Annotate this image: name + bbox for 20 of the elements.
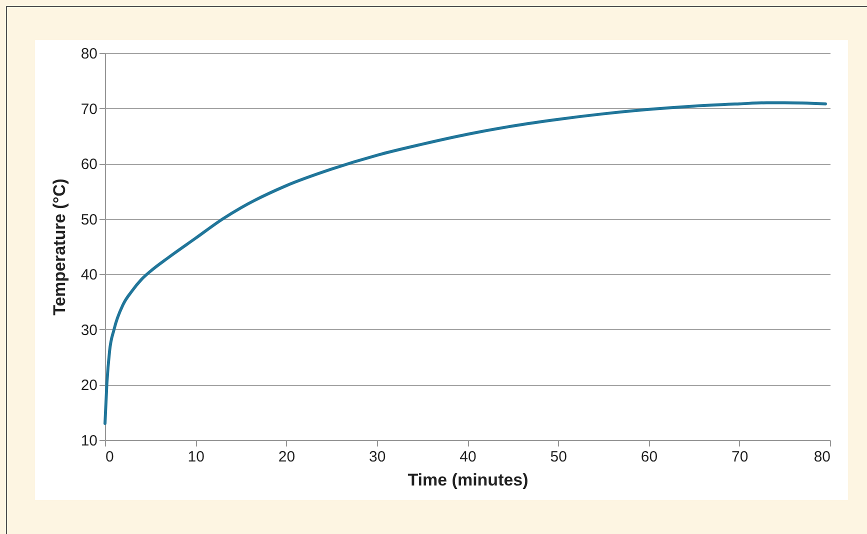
x-tick-label: 50 <box>550 448 567 466</box>
x-tick-label: 10 <box>188 448 204 466</box>
y-tick-label: 50 <box>80 211 98 228</box>
x-tick-label: 20 <box>278 448 296 466</box>
y-axis-title: Temperature (°C) <box>50 178 69 316</box>
x-tick-label: 30 <box>369 448 386 466</box>
x-tick-label: 80 <box>814 448 830 466</box>
y-tick-label: 10 <box>80 432 98 450</box>
y-tick-label: 40 <box>80 266 98 284</box>
x-axis-title: Time (minutes) <box>408 470 528 490</box>
x-tick-label: 70 <box>732 448 748 466</box>
y-tick-label: 80 <box>80 46 98 62</box>
y-tick-label: 30 <box>80 322 98 339</box>
x-tick-label: 0 <box>106 448 114 466</box>
x-tick-label: 60 <box>640 448 658 466</box>
y-tick-label: 60 <box>80 156 98 174</box>
y-tick-label: 70 <box>80 100 98 118</box>
x-tick-label: 40 <box>460 448 476 466</box>
line-series <box>104 101 827 425</box>
y-tick-label: 20 <box>80 377 98 394</box>
